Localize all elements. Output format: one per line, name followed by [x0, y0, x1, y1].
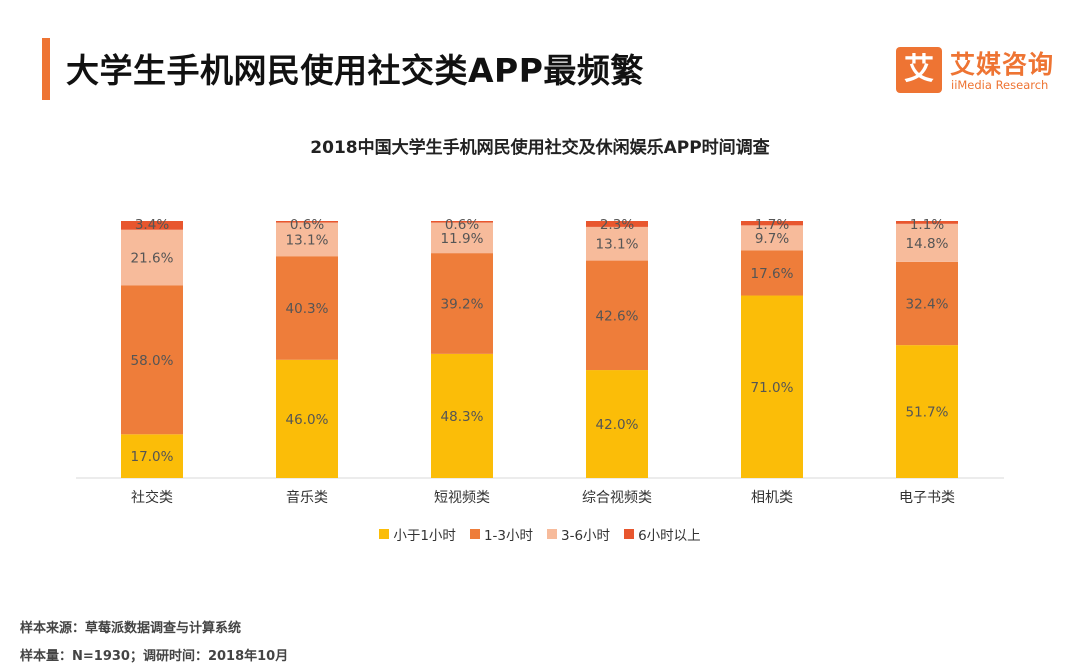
bar-segment	[586, 370, 648, 478]
data-label: 58.0%	[131, 353, 174, 369]
legend-label: 3-6小时	[561, 528, 611, 544]
data-label: 32.4%	[906, 296, 949, 312]
bar-segment	[121, 221, 183, 230]
bar-segment	[431, 353, 493, 478]
sample-note: 样本量：N=1930；调研时间：2018年10月	[20, 649, 289, 664]
bar-segment	[121, 285, 183, 435]
data-label: 39.2%	[441, 296, 484, 312]
data-label: 1.7%	[755, 217, 789, 233]
bar-segment	[276, 359, 338, 478]
data-label: 40.3%	[286, 301, 329, 317]
logo-mark: 艾	[896, 47, 942, 93]
bar-segment	[586, 221, 648, 227]
bar-segment	[431, 253, 493, 354]
data-label: 17.6%	[751, 266, 794, 282]
bar-segment	[276, 222, 338, 257]
bar-segment	[896, 223, 958, 262]
legend-item: 1-3小时	[469, 524, 533, 544]
category-label: 短视频类	[434, 490, 490, 506]
bar-segment	[276, 256, 338, 360]
data-label: 42.6%	[596, 308, 639, 324]
bar-segment	[741, 295, 803, 478]
data-label: 51.7%	[906, 405, 949, 421]
logo-name-en: iiMedia Research	[951, 78, 1049, 92]
legend-item: 6小时以上	[624, 524, 701, 544]
legend-label: 小于1小时	[393, 528, 456, 544]
bar-segment	[431, 221, 493, 223]
title-accent-bar	[42, 38, 50, 100]
data-label: 14.8%	[906, 236, 949, 252]
data-label: 17.0%	[131, 449, 174, 465]
category-label: 社交类	[131, 489, 173, 506]
data-label: 2.3%	[600, 217, 634, 233]
bar-segment	[586, 260, 648, 371]
category-label: 音乐类	[286, 489, 328, 506]
data-label: 13.1%	[596, 237, 639, 253]
data-label: 3.4%	[135, 217, 169, 233]
bar-segment	[121, 434, 183, 478]
legend-label: 6小时以上	[638, 528, 701, 544]
legend-label: 1-3小时	[483, 528, 533, 544]
data-label: 48.3%	[441, 409, 484, 425]
data-label: 13.1%	[286, 232, 329, 248]
data-label: 0.6%	[445, 217, 479, 233]
logo-name-cn: 艾媒咨询	[950, 50, 1055, 79]
data-label: 21.6%	[131, 250, 174, 266]
legend-swatch	[469, 529, 480, 539]
category-label: 相机类	[751, 490, 793, 506]
data-label: 1.1%	[910, 217, 944, 233]
data-label: 11.9%	[441, 231, 484, 247]
bar-segment	[431, 222, 493, 254]
bar-segment	[741, 250, 803, 296]
data-label: 0.6%	[290, 217, 324, 233]
source-note: 样本来源：草莓派数据调查与计算系统	[20, 621, 242, 636]
iimedia-logo: 艾 艾媒咨询 iiMedia Research	[896, 47, 1056, 97]
category-label: 电子书类	[899, 490, 955, 506]
bar-segment	[121, 229, 183, 286]
bar-segment	[586, 226, 648, 261]
legend-swatch	[379, 529, 390, 539]
data-label: 46.0%	[286, 412, 329, 428]
legend-swatch	[624, 529, 635, 539]
bar-segment	[741, 225, 803, 251]
bar-segment	[896, 221, 958, 224]
chart-legend: 小于1小时 1-3小时 3-6小时 6小时以上	[0, 524, 1080, 544]
bar-segment	[741, 221, 803, 226]
data-label: 71.0%	[751, 380, 794, 396]
legend-item: 3-6小时	[547, 524, 610, 544]
category-label: 综合视频类	[582, 490, 652, 506]
legend-item: 小于1小时	[379, 524, 456, 544]
page-title: 大学生手机网民使用社交类APP最频繁	[66, 51, 644, 90]
bar-segment	[276, 221, 338, 223]
legend-swatch	[547, 529, 557, 539]
chart-title: 2018中国大学生手机网民使用社交及休闲娱乐APP时间调查	[310, 138, 770, 158]
data-label: 9.7%	[755, 231, 789, 247]
bar-segment	[896, 345, 958, 478]
data-label: 42.0%	[596, 417, 639, 433]
bar-segment	[896, 261, 958, 346]
